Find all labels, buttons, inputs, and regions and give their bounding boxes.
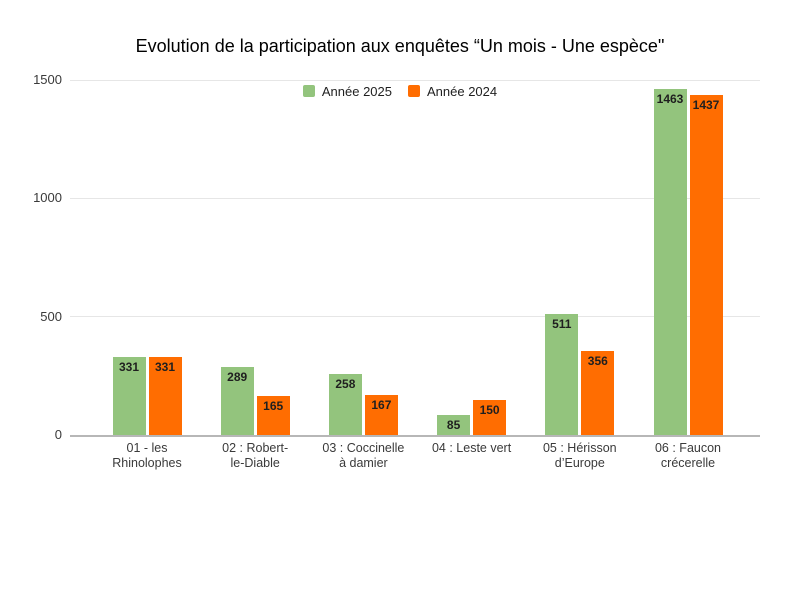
bar-anne-e-2024-3: 167 xyxy=(364,395,398,435)
bar-anne-e-2024-4: 150 xyxy=(473,399,507,435)
bar-value-label: 289 xyxy=(227,369,248,384)
bar-value-label: 85 xyxy=(446,417,461,432)
chart-title: Evolution de la participation aux enquêt… xyxy=(135,36,665,56)
x-axis-label-4: 04 : Leste vert xyxy=(431,441,512,455)
x-axis-label-5: 05 : Hérisson d’Europe xyxy=(542,441,617,470)
x-axis-label-1: 01 - les Rhinolophes xyxy=(112,441,182,470)
gridline-1000 xyxy=(70,197,760,199)
bar-anne-e-2025-2: 289 xyxy=(220,366,254,435)
bar-anne-e-2024-2: 165 xyxy=(256,395,290,435)
bar-anne-e-2025-5: 511 xyxy=(545,314,579,435)
bar-anne-e-2025-1: 331 xyxy=(112,356,146,435)
y-axis-tick-label: 1500 xyxy=(33,72,62,87)
legend-label: Année 2025 xyxy=(321,83,392,99)
bar-value-label: 150 xyxy=(479,402,500,417)
bar-anne-e-2025-6: 1463 xyxy=(653,88,687,435)
bar-value-label: 167 xyxy=(371,398,392,413)
y-axis-tick-label: 500 xyxy=(40,308,62,324)
bar-value-label: 1437 xyxy=(692,97,720,112)
chart-legend: Année 2025 Année 2024 xyxy=(0,82,800,100)
legend-color-swatch xyxy=(408,85,420,97)
x-axis-label-6: 06 : Faucon crécerelle xyxy=(654,441,721,470)
legend-label: Année 2024 xyxy=(427,83,498,99)
legend-item-anne-e-2025: Année 2025 xyxy=(302,83,392,99)
bar-value-label: 1463 xyxy=(656,91,684,106)
bar-anne-e-2024-6: 1437 xyxy=(689,94,723,435)
y-axis-tick-label: 0 xyxy=(54,427,62,442)
bar-value-label: 331 xyxy=(154,359,176,374)
x-axis-label-3: 03 : Coccinelle à damier xyxy=(322,441,405,470)
y-axis-tick-label: 1000 xyxy=(33,190,62,206)
x-axis-label-2: 02 : Robert- le-Diable xyxy=(222,441,289,470)
legend-color-swatch xyxy=(302,85,315,97)
bar-anne-e-2024-5: 356 xyxy=(581,350,615,435)
bar-value-label: 258 xyxy=(335,376,356,391)
legend-item-anne-e-2024: Année 2024 xyxy=(408,84,497,99)
x-axis-line xyxy=(70,434,760,437)
bar-anne-e-2025-4: 85 xyxy=(437,414,471,435)
gridline-500 xyxy=(70,316,760,318)
bar-value-label: 356 xyxy=(587,353,608,368)
gridline-1500 xyxy=(70,79,760,81)
bar-anne-e-2024-1: 331 xyxy=(148,356,182,435)
bar-value-label: 331 xyxy=(118,359,140,374)
bar-value-label: 511 xyxy=(552,317,572,332)
bar-anne-e-2025-3: 258 xyxy=(328,373,362,435)
bar-value-label: 165 xyxy=(263,398,284,413)
